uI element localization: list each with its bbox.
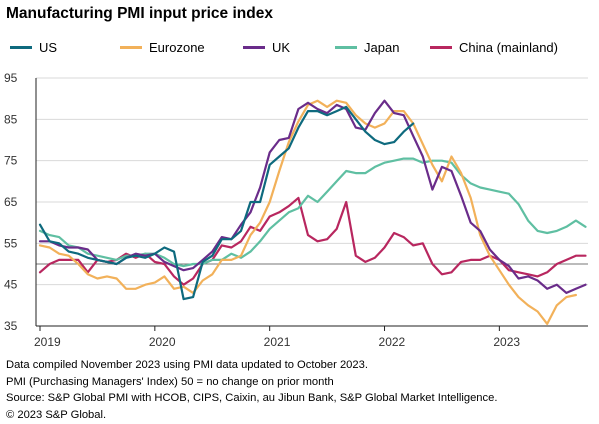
legend-swatch-us xyxy=(10,46,32,49)
note-data-compiled: Data compiled November 2023 using PMI da… xyxy=(6,359,368,371)
chart-title: Manufacturing PMI input price index xyxy=(6,5,273,22)
y-tick-label: 55 xyxy=(4,236,18,250)
legend-swatch-china xyxy=(430,46,452,49)
y-tick-label: 75 xyxy=(4,154,18,168)
legend-swatch-japan xyxy=(335,46,357,49)
x-tick-label: 2019 xyxy=(34,335,61,349)
y-tick-label: 35 xyxy=(4,319,18,333)
chart-legend: US Eurozone UK Japan China (mainland) xyxy=(10,40,595,58)
legend-item-uk: UK xyxy=(243,40,290,55)
legend-label-japan: Japan xyxy=(364,40,400,55)
x-tick-label: 2020 xyxy=(149,335,176,349)
legend-label-us: US xyxy=(39,40,58,55)
y-tick-label: 45 xyxy=(4,278,18,292)
series-line-china-mainland xyxy=(38,196,587,286)
x-tick-label: 2022 xyxy=(379,335,406,349)
chart-notes: Data compiled November 2023 using PMI da… xyxy=(6,357,497,423)
legend-swatch-eurozone xyxy=(120,46,142,49)
y-tick-label: 85 xyxy=(4,112,18,126)
series-line-japan xyxy=(38,157,587,268)
legend-item-japan: Japan xyxy=(335,40,399,55)
legend-item-china: China (mainland) xyxy=(430,40,558,55)
y-tick-label: 95 xyxy=(4,71,18,85)
x-tick-label: 2023 xyxy=(493,335,520,349)
legend-label-uk: UK xyxy=(272,40,291,55)
y-tick-label: 65 xyxy=(4,195,18,209)
legend-label-eurozone: Eurozone xyxy=(149,40,205,55)
series-line-eurozone xyxy=(38,99,577,325)
legend-item-eurozone: Eurozone xyxy=(120,40,205,55)
legend-item-us: US xyxy=(10,40,57,55)
series-line-us xyxy=(38,105,415,301)
note-copyright: © 2023 S&P Global. xyxy=(6,408,107,421)
legend-swatch-uk xyxy=(243,46,265,49)
legend-label-china: China (mainland) xyxy=(459,40,558,55)
note-source: Source: S&P Global PMI with HCOB, CIPS, … xyxy=(6,392,498,404)
x-tick-label: 2021 xyxy=(264,335,291,349)
note-pmi-definition: PMI (Purchasing Managers' Index) 50 = no… xyxy=(6,375,334,388)
